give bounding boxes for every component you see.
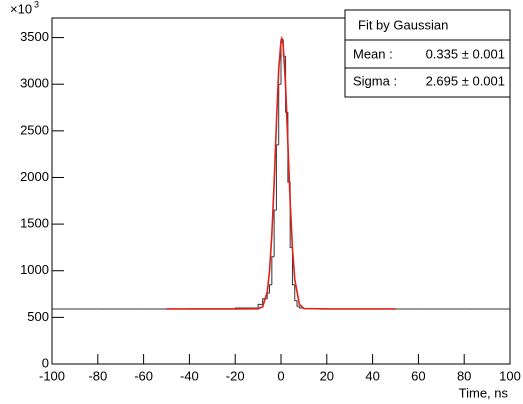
x-tick-label: 80 xyxy=(457,368,471,383)
y-tick-label: 1000 xyxy=(20,262,49,277)
x-tick-label: 0 xyxy=(277,368,284,383)
histogram-bin xyxy=(275,144,279,211)
y-tick-label: 2500 xyxy=(20,122,49,137)
histogram-bin xyxy=(294,284,298,302)
stats-title: Fit by Gaussian xyxy=(358,17,448,32)
histogram-bin xyxy=(273,209,277,257)
fit-curve xyxy=(166,35,396,310)
y-tick-label: 2000 xyxy=(20,169,49,184)
histogram-bin xyxy=(269,284,272,294)
x-tick-label: -100 xyxy=(39,368,65,383)
y-multiplier: ×10 xyxy=(10,1,32,16)
y-tick-label: 3000 xyxy=(20,76,49,91)
x-tick-label: 60 xyxy=(411,368,425,383)
histogram-bin xyxy=(257,303,263,309)
stats-box xyxy=(344,9,511,98)
y-tick-label: 1500 xyxy=(20,216,49,231)
histogram-bin xyxy=(296,300,300,307)
x-tick-label: -20 xyxy=(226,368,245,383)
x-tick-label: 20 xyxy=(320,368,334,383)
histogram-bin xyxy=(291,247,295,286)
x-tick-label: -80 xyxy=(88,368,107,383)
x-tick-label: -40 xyxy=(180,368,199,383)
x-axis-label: Time, ns xyxy=(459,385,509,400)
stats-label: Mean : xyxy=(353,46,393,61)
x-tick-label: 40 xyxy=(365,368,379,383)
stats-value: 0.335 ± 0.001 xyxy=(426,46,505,61)
y-tick-label: 500 xyxy=(27,309,49,324)
y-tick-label: 0 xyxy=(42,355,49,370)
y-tick-label: 3500 xyxy=(20,29,49,44)
stats-label: Sigma : xyxy=(353,73,397,88)
histogram-bin xyxy=(271,256,275,285)
stats-value: 2.695 ± 0.001 xyxy=(426,73,505,88)
x-tick-label: -60 xyxy=(134,368,153,383)
x-tick-label: 100 xyxy=(499,368,521,383)
y-multiplier-exponent: 3 xyxy=(34,0,39,9)
